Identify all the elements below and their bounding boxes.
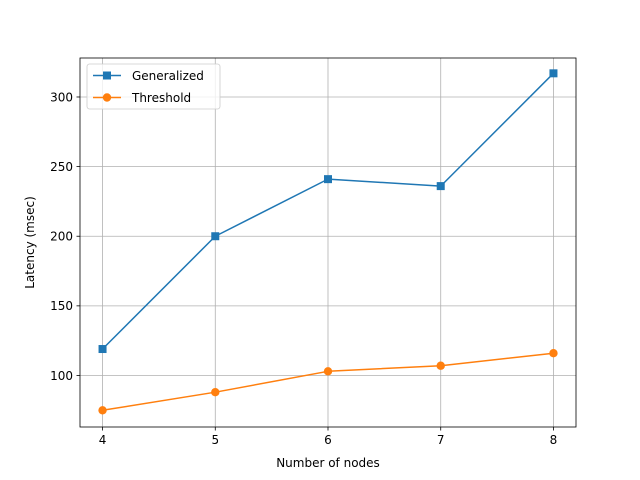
data-point-generalized <box>324 175 332 184</box>
legend-marker-threshold <box>102 93 112 102</box>
x-tick-label: 5 <box>211 433 219 447</box>
data-point-threshold <box>549 349 558 358</box>
y-tick-label: 200 <box>50 230 73 244</box>
data-point-threshold <box>211 387 220 397</box>
axis-ticks: 4 5 6 7 8 100 150 200 250 300 <box>50 90 557 447</box>
legend-label-threshold: Threshold <box>131 91 191 105</box>
data-point-threshold <box>98 406 107 415</box>
legend-marker-generalized <box>103 71 111 80</box>
y-tick-label: 250 <box>50 160 73 174</box>
data-point-threshold <box>323 367 333 376</box>
y-tick-label: 150 <box>50 299 73 313</box>
data-point-threshold <box>436 361 445 370</box>
series-layer <box>98 69 558 415</box>
x-tick-label: 6 <box>324 433 332 447</box>
legend-label-generalized: Generalized <box>132 69 204 83</box>
data-point-generalized <box>98 345 107 354</box>
legend: Generalized Threshold <box>86 63 221 110</box>
x-tick-label: 4 <box>99 433 107 447</box>
data-point-generalized <box>549 69 558 78</box>
x-tick-label: 7 <box>437 433 445 447</box>
series-threshold <box>98 349 558 415</box>
x-tick-label: 8 <box>550 433 558 447</box>
series-generalized <box>98 69 558 354</box>
data-point-generalized <box>436 182 445 191</box>
data-point-generalized <box>211 232 220 241</box>
y-tick-label: 300 <box>50 90 73 104</box>
y-tick-label: 100 <box>50 369 73 383</box>
x-axis-label: Number of nodes <box>276 456 380 470</box>
y-axis-label: Latency (msec) <box>23 196 37 289</box>
